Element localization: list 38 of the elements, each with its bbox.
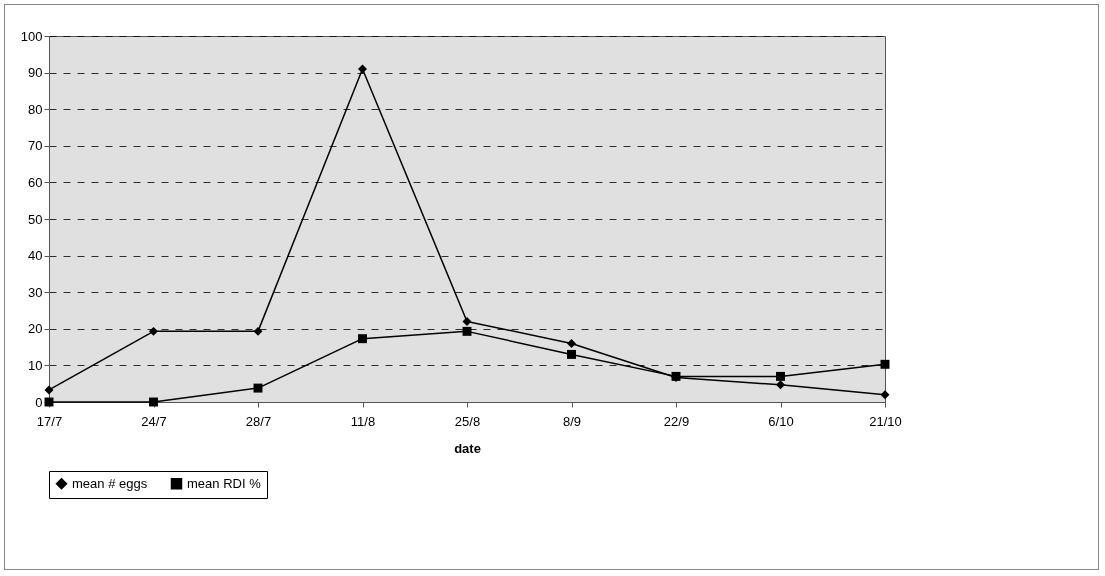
x-tick-label: 22/9	[663, 413, 690, 429]
x-tick-label: 25/8	[454, 413, 481, 429]
legend-label: mean # eggs	[72, 475, 148, 491]
point	[567, 338, 576, 348]
point	[880, 390, 890, 400]
point	[44, 385, 54, 395]
x-tick-label: 24/7	[141, 413, 167, 429]
y-tick-label: 0	[35, 394, 43, 410]
y-tick-label: 10	[28, 357, 43, 373]
y-tick-label: 20	[28, 321, 43, 337]
y-tick-label: 30	[28, 284, 43, 300]
point	[149, 326, 158, 336]
y-tick-label: 70	[28, 138, 43, 154]
point	[462, 317, 472, 326]
point	[776, 380, 785, 390]
x-tick-label: 28/7	[245, 413, 272, 429]
point	[567, 349, 576, 359]
point	[149, 397, 158, 407]
x-tick-label: 11/8	[350, 413, 376, 429]
y-tick-label: 40	[28, 248, 43, 264]
x-tick-label: 21/10	[869, 413, 902, 429]
y-tick-label: 100	[20, 28, 43, 44]
point	[776, 371, 785, 381]
point	[462, 326, 472, 336]
x-tick-label: 8/9	[562, 413, 582, 429]
x-tick-label: 6/10	[768, 413, 794, 429]
y-tick-label: 60	[28, 174, 43, 190]
y-tick-label: 50	[28, 211, 43, 227]
point	[358, 334, 367, 344]
x-axis-title: date	[454, 440, 481, 456]
point	[253, 326, 263, 336]
point	[358, 64, 367, 74]
x-tick-label: 17/7	[36, 413, 63, 429]
point	[880, 359, 890, 369]
y-tick-label: 90	[28, 65, 43, 81]
legend-label: mean RDI %	[187, 475, 262, 491]
point	[253, 383, 263, 393]
y-tick-label: 80	[28, 101, 43, 117]
